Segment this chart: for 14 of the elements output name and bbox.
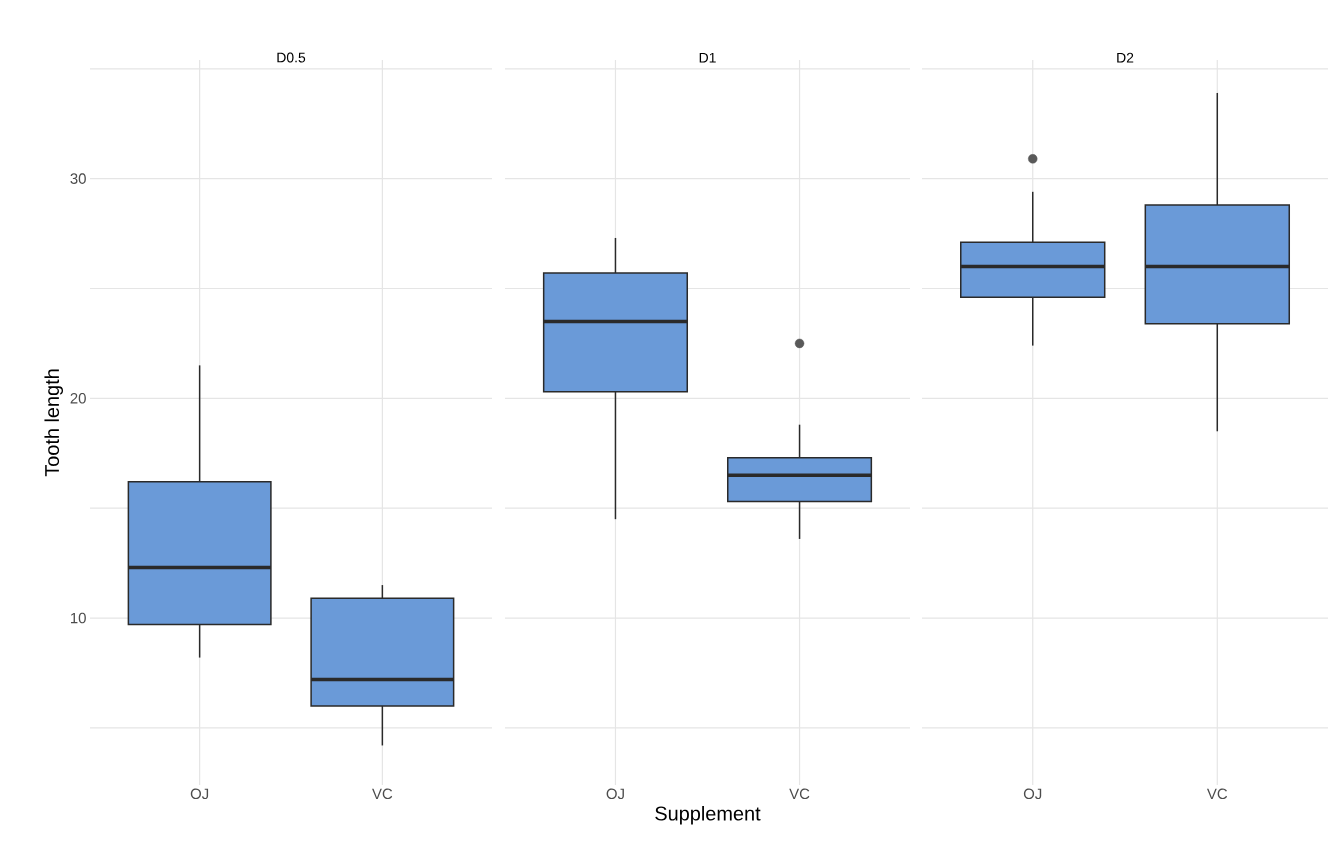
y-tick-label: 10 [71, 612, 86, 624]
x-tick-label: VC [372, 788, 393, 800]
chart-title: D0.5 [277, 52, 306, 63]
chart-title: D2 [1117, 52, 1134, 63]
x-tick-label: OJ [190, 788, 209, 800]
y-tick-label: 30 [70, 173, 86, 184]
x-axis-title: Supplement [655, 805, 761, 825]
x-tick-label: OJ [1023, 788, 1042, 800]
chart-title: D1 [699, 52, 716, 63]
x-tick-label: VC [789, 788, 810, 800]
y-tick-label: 20 [70, 393, 86, 404]
y-axis-title: Tooth length [44, 369, 64, 477]
x-tick-label: VC [1206, 788, 1228, 800]
x-tick-label: OJ [606, 788, 624, 800]
